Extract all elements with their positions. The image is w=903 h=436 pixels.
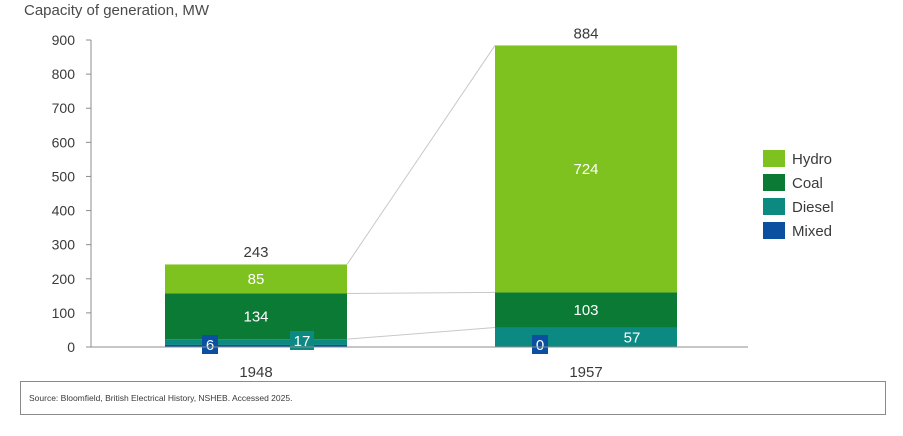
y-tick-label: 0 — [67, 339, 75, 355]
connector-line — [346, 45, 496, 265]
data-label: 17 — [294, 333, 311, 350]
bar-segment-diesel — [165, 339, 347, 345]
bar-segment-hydro — [495, 45, 677, 293]
legend-item-mixed: Mixed — [763, 222, 832, 240]
data-label: 103 — [573, 302, 598, 319]
legend-swatch — [763, 222, 785, 239]
connector-lines — [346, 45, 496, 340]
y-tick-label: 500 — [52, 168, 76, 184]
data-label: 134 — [243, 308, 268, 325]
x-category-label: 1957 — [569, 364, 602, 380]
data-label-bg — [532, 335, 548, 354]
data-label-box: 0 — [532, 335, 548, 354]
y-tick-label: 600 — [52, 134, 76, 150]
legend-item-coal: Coal — [763, 174, 823, 192]
data-label: 724 — [573, 161, 598, 178]
y-tick-label: 700 — [52, 100, 76, 116]
data-label-bg — [290, 331, 314, 350]
data-label: 0 — [536, 337, 544, 354]
data-label-box: 17 — [290, 331, 314, 350]
y-tick-label: 800 — [52, 66, 76, 82]
legend-label: Coal — [792, 175, 823, 192]
legend-item-diesel: Diesel — [763, 198, 834, 216]
x-category-label: 1948 — [239, 364, 272, 380]
legend-label: Diesel — [792, 199, 834, 216]
total-label: 884 — [573, 25, 598, 42]
connector-line — [346, 291, 496, 294]
y-tick-label: 900 — [52, 32, 76, 48]
legend-swatch — [763, 198, 785, 215]
bar-segment-mixed — [165, 344, 347, 347]
bar-segment-diesel — [495, 327, 677, 347]
y-tick-label: 200 — [52, 271, 76, 287]
bar-segment-hydro — [165, 264, 347, 294]
bar-segment-coal — [165, 293, 347, 340]
y-tick-label: 400 — [52, 203, 76, 219]
legend-label: Hydro — [792, 151, 832, 168]
y-tick-label: 300 — [52, 237, 76, 253]
data-label-box: 6 — [202, 335, 218, 354]
axes: 0 100 200 300 400 500 600 700 800 900 1948 1957 — [52, 32, 748, 380]
bar-segment-coal — [495, 292, 677, 328]
source-box: Source: Bloomfield, British Electrical H… — [20, 381, 886, 415]
legend: Hydro Coal Diesel Mixed — [763, 150, 834, 240]
stacked-bar-chart: Capacity of generation, MW 6 17 134 85 243 0 5… — [24, 2, 834, 380]
total-label: 243 — [243, 244, 268, 261]
source-text: Source: Bloomfield, British Electrical H… — [29, 393, 293, 403]
legend-swatch — [763, 174, 785, 191]
legend-item-hydro: Hydro — [763, 150, 832, 168]
data-label: 57 — [624, 329, 641, 346]
connector-line — [346, 327, 496, 340]
data-label: 6 — [206, 337, 214, 354]
legend-swatch — [763, 150, 785, 167]
legend-label: Mixed — [792, 223, 832, 240]
y-tick-label: 100 — [52, 305, 76, 321]
data-label-bg — [202, 335, 218, 354]
data-label: 85 — [248, 271, 265, 288]
bars: 6 17 134 85 243 0 57 103 724 884 — [165, 25, 677, 354]
y-axis-title: Capacity of generation, MW — [24, 2, 210, 19]
